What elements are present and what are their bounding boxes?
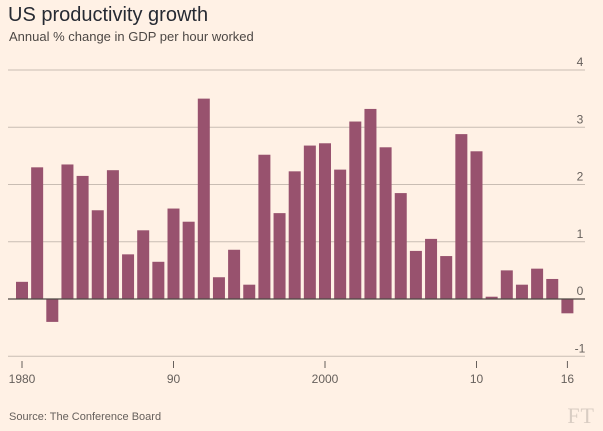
x-tick-label: 1980 (9, 372, 36, 386)
bar-2016 (561, 299, 574, 314)
bar-1990 (167, 208, 180, 299)
bar-2015 (546, 278, 559, 299)
bar-2010 (470, 151, 483, 299)
bar-1983 (61, 164, 74, 299)
x-tick-label: 2000 (312, 372, 339, 386)
bar-2012 (500, 270, 513, 299)
bar-2001 (334, 169, 347, 299)
y-tick-label: 2 (577, 170, 584, 184)
bar-1988 (137, 230, 150, 299)
bar-2013 (515, 284, 528, 299)
x-tick-label: 10 (470, 372, 484, 386)
bar-2008 (440, 256, 453, 299)
bar-1997 (273, 213, 286, 299)
bar-1989 (152, 261, 165, 299)
y-tick-label: 0 (577, 284, 584, 298)
bar-1995 (243, 284, 256, 299)
bar-1994 (228, 249, 241, 299)
bar-2002 (349, 121, 362, 300)
bar-2009 (455, 134, 468, 299)
ft-logo: FT (567, 403, 595, 428)
chart-subtitle: Annual % change in GDP per hour worked (9, 29, 254, 44)
bar-2007 (425, 238, 438, 299)
bar-2011 (485, 296, 498, 299)
bar-1996 (258, 154, 271, 299)
bar-2005 (394, 193, 407, 299)
bar-1992 (197, 98, 210, 299)
bar-1982 (46, 299, 59, 322)
bar-1984 (76, 175, 89, 299)
y-tick-label: 4 (577, 55, 584, 69)
y-tick-label: -1 (575, 341, 586, 355)
chart-title: US productivity growth (8, 4, 209, 26)
bar-2014 (531, 268, 544, 299)
source-note: Source: The Conference Board (9, 411, 162, 423)
bar-1986 (106, 170, 119, 299)
y-tick-label: 1 (577, 227, 584, 241)
bar-2006 (409, 250, 422, 299)
bar-1999 (303, 145, 316, 299)
bar-1991 (182, 221, 195, 299)
bar-1998 (288, 171, 301, 299)
x-tick-label: 90 (167, 372, 181, 386)
bar-1980 (16, 281, 28, 299)
bar-1981 (31, 167, 44, 299)
bar-1985 (91, 210, 104, 299)
y-tick-label: 3 (577, 112, 584, 126)
bar-1993 (212, 277, 225, 299)
x-tick-label: 16 (561, 372, 575, 386)
bar-2003 (364, 108, 377, 300)
bar-2004 (379, 147, 392, 299)
bar-1987 (122, 254, 135, 299)
bar-2000 (319, 143, 331, 299)
